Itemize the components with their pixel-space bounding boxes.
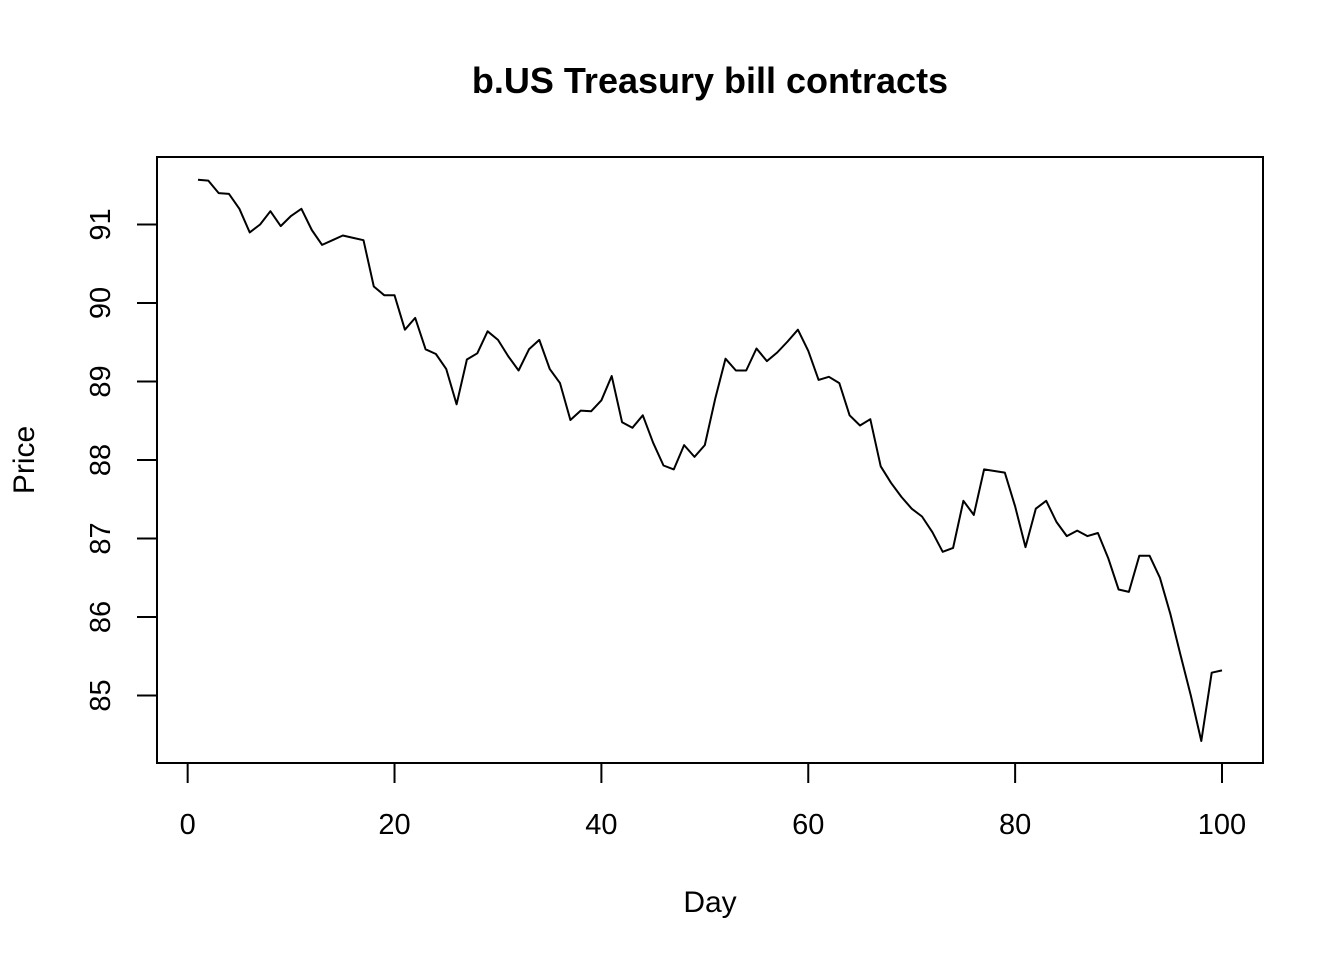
x-tick-label: 40 xyxy=(585,809,617,841)
y-tick-label: 86 xyxy=(85,601,117,633)
x-tick-label: 100 xyxy=(1198,809,1246,841)
y-axis-label: Price xyxy=(8,426,41,494)
y-tick-label: 88 xyxy=(85,444,117,476)
y-axis: 85 86 87 88 89 90 91 xyxy=(85,208,158,712)
x-tick-label: 20 xyxy=(378,809,410,841)
y-tick-label: 85 xyxy=(85,679,117,711)
x-tick-label: 60 xyxy=(792,809,824,841)
plot-frame xyxy=(156,156,1264,764)
chart-title: b.US Treasury bill contracts xyxy=(472,60,948,101)
y-tick-label: 90 xyxy=(85,287,117,319)
y-tick-label: 87 xyxy=(85,522,117,554)
y-tick-label: 89 xyxy=(85,365,117,397)
x-tick-label: 80 xyxy=(999,809,1031,841)
x-tick-label: 0 xyxy=(180,809,196,841)
y-tick-label: 91 xyxy=(85,208,117,240)
price-series-line xyxy=(197,178,1223,742)
x-axis-label: Day xyxy=(683,886,736,919)
x-axis: 0 20 40 60 80 100 xyxy=(180,762,1246,841)
